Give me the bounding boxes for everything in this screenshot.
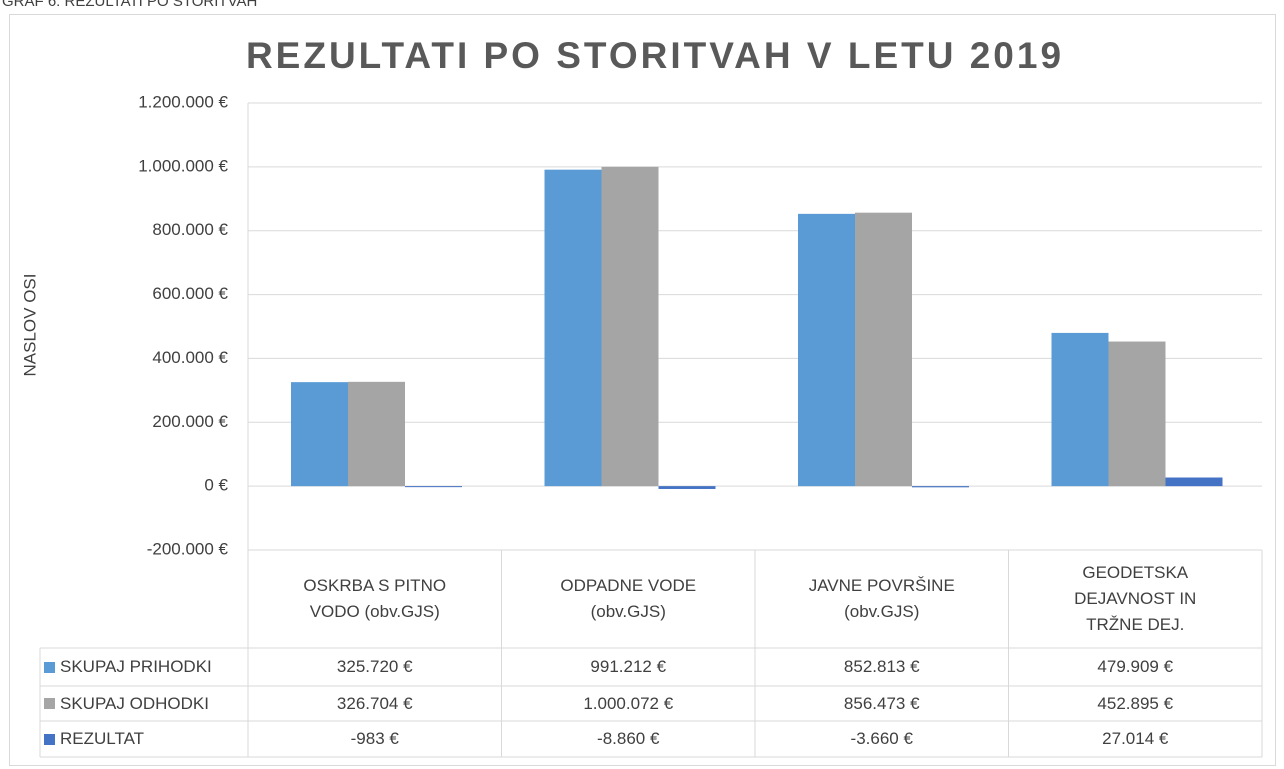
table-value: 479.909 € (1097, 657, 1174, 676)
table-value: -8.860 € (597, 729, 660, 748)
category-label: ODPADNE VODE (obv.GJS) (560, 576, 697, 621)
y-tick-label: 1.000.000 € (138, 156, 228, 175)
bar (912, 486, 969, 488)
y-tick-label: 600.000 € (152, 284, 228, 303)
legend-swatch (44, 661, 55, 673)
bar (291, 382, 348, 487)
bar (1165, 477, 1223, 487)
category-label: JAVNE POVRŠINE (obv.GJS) (808, 576, 955, 621)
y-tick-label: 400.000 € (152, 348, 228, 367)
legend-label: SKUPAJ ODHODKI (60, 693, 209, 713)
y-tick-label: 1.200.000 € (138, 92, 228, 111)
y-tick-label: -200.000 € (147, 539, 229, 558)
bar (1108, 341, 1166, 487)
category-label: GEODETSKA DEJAVNOST IN TRŽNE DEJ. (1074, 563, 1197, 634)
bar (405, 486, 462, 488)
chart-title: REZULTATI PO STORITVAH V LETU 2019 (246, 35, 1064, 76)
legend-entry: SKUPAJ PRIHODKI (40, 648, 248, 686)
bar (658, 486, 716, 489)
bar (1051, 332, 1109, 487)
caption: GRAF 6: REZULTATI PO STORITVAH (2, 0, 257, 10)
legend-label: SKUPAJ PRIHODKI (60, 657, 212, 676)
table-value: -983 € (350, 729, 399, 748)
legend-label: REZULTAT (60, 729, 145, 748)
table-value: 991.212 € (590, 657, 667, 676)
legend-swatch (44, 698, 55, 709)
table-value: 1.000.072 € (583, 693, 674, 713)
table-value: 856.473 € (843, 693, 920, 713)
bar (348, 381, 405, 487)
category-label: OSKRBA S PITNO VODO (obv.GJS) (303, 576, 447, 621)
table-value: 852.813 € (843, 657, 920, 676)
y-tick-label: 800.000 € (152, 220, 228, 239)
legend-swatch (44, 733, 55, 745)
table-value: 452.895 € (1097, 693, 1174, 713)
y-tick-label: 0 € (204, 476, 228, 495)
chart-border (9, 14, 1276, 766)
legend-entry: REZULTAT (40, 721, 248, 757)
table-value: 27.014 € (1102, 729, 1169, 748)
bar (798, 213, 855, 487)
table-value: 325.720 € (336, 657, 413, 676)
bar (855, 212, 912, 487)
y-tick-label: 200.000 € (152, 412, 228, 431)
y-axis-label: NASLOV OSI (20, 274, 39, 377)
legend-entry: SKUPAJ ODHODKI (40, 686, 248, 721)
bar (544, 169, 602, 487)
table-value: -3.660 € (850, 729, 913, 748)
table-value: 326.704 € (336, 693, 413, 713)
bar (601, 166, 659, 487)
